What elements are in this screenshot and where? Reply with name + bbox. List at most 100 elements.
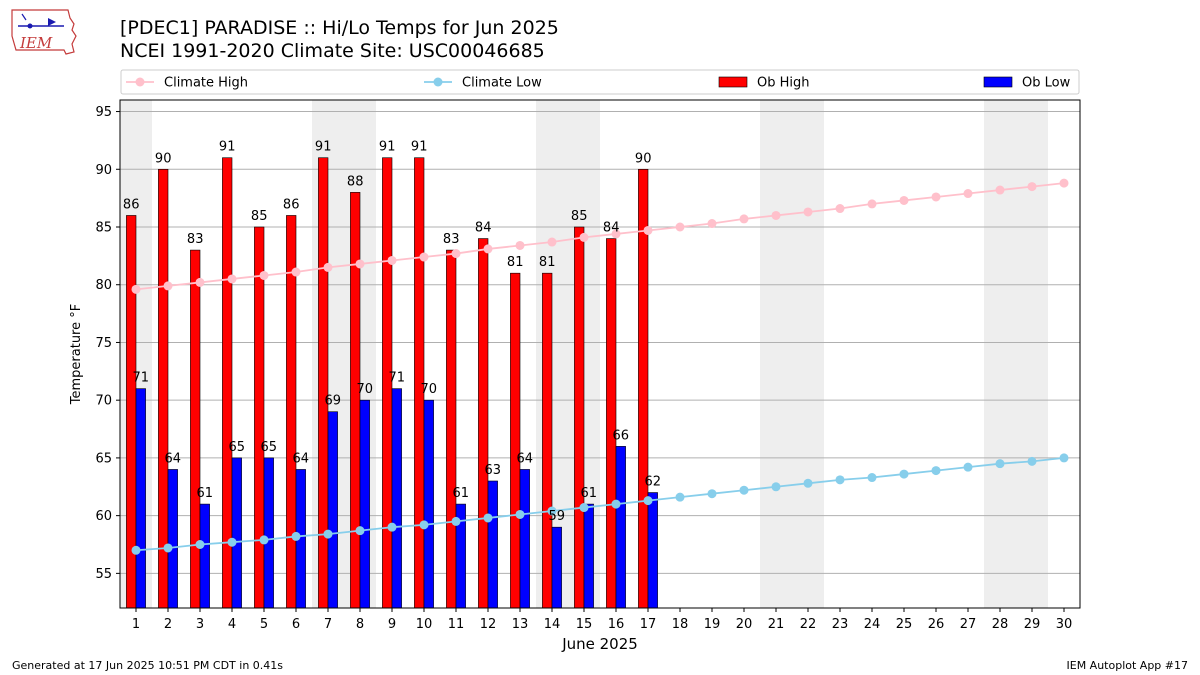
ob-low-label-day-3: 61 — [197, 486, 214, 501]
climate-high-point-day-30 — [1059, 178, 1069, 188]
ob-high-label-day-14: 81 — [539, 255, 556, 270]
x-tick-label-18: 18 — [672, 617, 689, 632]
chart-subtitle: NCEI 1991-2020 Climate Site: USC00046685 — [120, 40, 545, 62]
climate-low-point-day-11 — [451, 516, 461, 526]
x-tick-label-29: 29 — [1024, 617, 1041, 632]
climate-high-point-day-19 — [707, 219, 717, 229]
ob-high-bar-day-14 — [542, 272, 553, 609]
ob-low-label-day-6: 64 — [293, 451, 310, 466]
ob-low-label-day-17: 62 — [645, 475, 662, 490]
climate-high-point-day-26 — [931, 192, 941, 202]
ob-low-bar-day-1 — [135, 388, 146, 609]
x-tick-label-10: 10 — [416, 617, 433, 632]
x-tick-label-1: 1 — [132, 617, 140, 632]
climate-high-point-day-23 — [835, 204, 845, 214]
x-tick-label-21: 21 — [768, 617, 785, 632]
climate-low-point-day-17 — [643, 496, 653, 506]
weekend-shade-day-28 — [984, 100, 1016, 608]
legend: Climate High Climate Low Ob High Ob Low — [120, 69, 1080, 95]
climate-high-line — [135, 182, 1065, 291]
climate-low-point-day-25 — [899, 469, 909, 479]
ob-high-bar-day-7 — [318, 157, 329, 609]
climate-high-point-day-10 — [419, 252, 429, 262]
x-tick-label-22: 22 — [800, 617, 817, 632]
climate-low-point-day-5 — [259, 535, 269, 545]
climate-low-point-day-10 — [419, 520, 429, 530]
app-note: IEM Autoplot App #17 — [1066, 659, 1189, 672]
legend-ob-high-label: Ob High — [757, 76, 810, 91]
bars — [126, 157, 658, 609]
x-tick-label-6: 6 — [292, 617, 300, 632]
climate-high-point-day-21 — [771, 210, 781, 220]
x-tick-label-5: 5 — [260, 617, 268, 632]
climate-low-point-day-29 — [1027, 456, 1037, 466]
climate-high-point-day-5 — [259, 270, 269, 280]
climate-low-point-day-26 — [931, 466, 941, 476]
ob-high-label-day-17: 90 — [635, 151, 652, 166]
legend-box — [120, 69, 1080, 95]
x-tick-label-15: 15 — [576, 617, 593, 632]
climate-high-point-day-3 — [195, 277, 205, 287]
climate-high-point-day-8 — [355, 259, 365, 269]
ob-low-label-day-12: 63 — [485, 463, 502, 478]
ob-high-label-day-7: 91 — [315, 140, 332, 155]
climate-low-point-day-7 — [323, 529, 333, 539]
ob-low-label-day-15: 61 — [581, 486, 598, 501]
ob-high-label-day-6: 86 — [283, 197, 300, 212]
ob-low-label-day-8: 70 — [357, 382, 374, 397]
x-tick-label-11: 11 — [448, 617, 465, 632]
climate-high-point-day-7 — [323, 262, 333, 272]
ob-high-bar-day-11 — [446, 249, 457, 609]
weekend-shade-day-21 — [760, 100, 792, 608]
x-tick-label-16: 16 — [608, 617, 625, 632]
ob-high-label-day-2: 90 — [155, 151, 172, 166]
x-tick-label-14: 14 — [544, 617, 561, 632]
climate-high-point-day-24 — [867, 199, 877, 209]
y-tick-label-85: 85 — [95, 221, 112, 236]
ob-high-label-day-1: 86 — [123, 197, 140, 212]
x-tick-label-30: 30 — [1056, 617, 1073, 632]
x-tick-label-8: 8 — [356, 617, 364, 632]
ob-high-label-day-9: 91 — [379, 140, 396, 155]
climate-low-point-day-23 — [835, 475, 845, 485]
climate-low-point-day-1 — [131, 545, 141, 555]
climate-low-point-day-21 — [771, 482, 781, 492]
ob-low-label-day-4: 65 — [229, 440, 246, 455]
x-tick-label-27: 27 — [960, 617, 977, 632]
climate-high-point-day-14 — [547, 237, 557, 247]
ob-high-label-day-13: 81 — [507, 255, 524, 270]
x-tick-label-4: 4 — [228, 617, 236, 632]
ob-low-label-day-2: 64 — [165, 451, 182, 466]
ob-high-label-day-5: 85 — [251, 209, 268, 224]
climate-low-point-day-8 — [355, 526, 365, 536]
ob-high-label-day-11: 83 — [443, 232, 460, 247]
climate-high-point-day-22 — [803, 207, 813, 217]
ob-low-bar-day-17 — [647, 492, 658, 609]
ob-high-label-day-4: 91 — [219, 140, 236, 155]
weekend-shade-day-22 — [792, 100, 824, 608]
ob-low-label-day-16: 66 — [613, 428, 630, 443]
ob-low-bar-day-8 — [359, 399, 370, 609]
ob-high-bar-day-13 — [510, 272, 521, 609]
climate-low-point-day-18 — [675, 492, 685, 502]
climate-low-point-day-19 — [707, 489, 717, 499]
x-tick-label-25: 25 — [896, 617, 913, 632]
climate-low-point-day-15 — [579, 503, 589, 513]
climate-low-point-day-14 — [547, 506, 557, 516]
x-tick-label-2: 2 — [164, 617, 172, 632]
ob-low-bar-day-10 — [423, 399, 434, 609]
climate-high-point-day-6 — [291, 267, 301, 277]
ob-high-bar-day-8 — [350, 192, 361, 609]
ob-high-label-day-16: 84 — [603, 221, 620, 236]
y-axis: 55 60 65 70 75 80 85 90 95 — [95, 105, 120, 582]
y-tick-label-80: 80 — [95, 278, 112, 293]
ob-low-label-day-5: 65 — [261, 440, 278, 455]
climate-high-point-day-2 — [163, 281, 173, 291]
climate-low-point-day-12 — [483, 513, 493, 523]
x-tick-label-19: 19 — [704, 617, 721, 632]
ob-high-label-day-8: 88 — [347, 174, 364, 189]
climate-high-point-day-12 — [483, 244, 493, 254]
ob-low-bar-day-4 — [231, 457, 242, 609]
x-tick-label-17: 17 — [640, 617, 657, 632]
ob-low-label-day-10: 70 — [421, 382, 438, 397]
